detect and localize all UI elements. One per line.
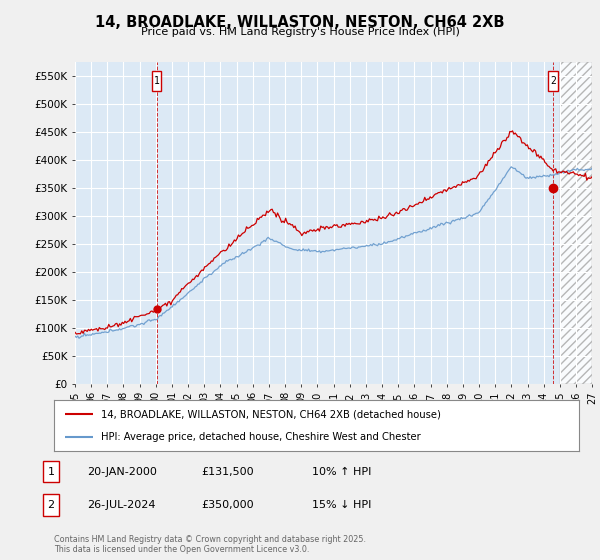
Text: Price paid vs. HM Land Registry's House Price Index (HPI): Price paid vs. HM Land Registry's House … <box>140 27 460 37</box>
Text: Contains HM Land Registry data © Crown copyright and database right 2025.
This d: Contains HM Land Registry data © Crown c… <box>54 535 366 554</box>
FancyBboxPatch shape <box>152 71 161 91</box>
Text: 2: 2 <box>550 76 556 86</box>
Text: £350,000: £350,000 <box>201 500 254 510</box>
Text: 2: 2 <box>47 500 55 510</box>
Text: HPI: Average price, detached house, Cheshire West and Chester: HPI: Average price, detached house, Ches… <box>101 432 421 442</box>
Text: 10% ↑ HPI: 10% ↑ HPI <box>312 466 371 477</box>
Text: 20-JAN-2000: 20-JAN-2000 <box>87 466 157 477</box>
Text: 15% ↓ HPI: 15% ↓ HPI <box>312 500 371 510</box>
Text: 1: 1 <box>47 466 55 477</box>
Text: 26-JUL-2024: 26-JUL-2024 <box>87 500 155 510</box>
Text: 1: 1 <box>154 76 160 86</box>
FancyBboxPatch shape <box>548 71 557 91</box>
Text: 14, BROADLAKE, WILLASTON, NESTON, CH64 2XB (detached house): 14, BROADLAKE, WILLASTON, NESTON, CH64 2… <box>101 409 441 419</box>
Text: 14, BROADLAKE, WILLASTON, NESTON, CH64 2XB: 14, BROADLAKE, WILLASTON, NESTON, CH64 2… <box>95 15 505 30</box>
Text: £131,500: £131,500 <box>201 466 254 477</box>
